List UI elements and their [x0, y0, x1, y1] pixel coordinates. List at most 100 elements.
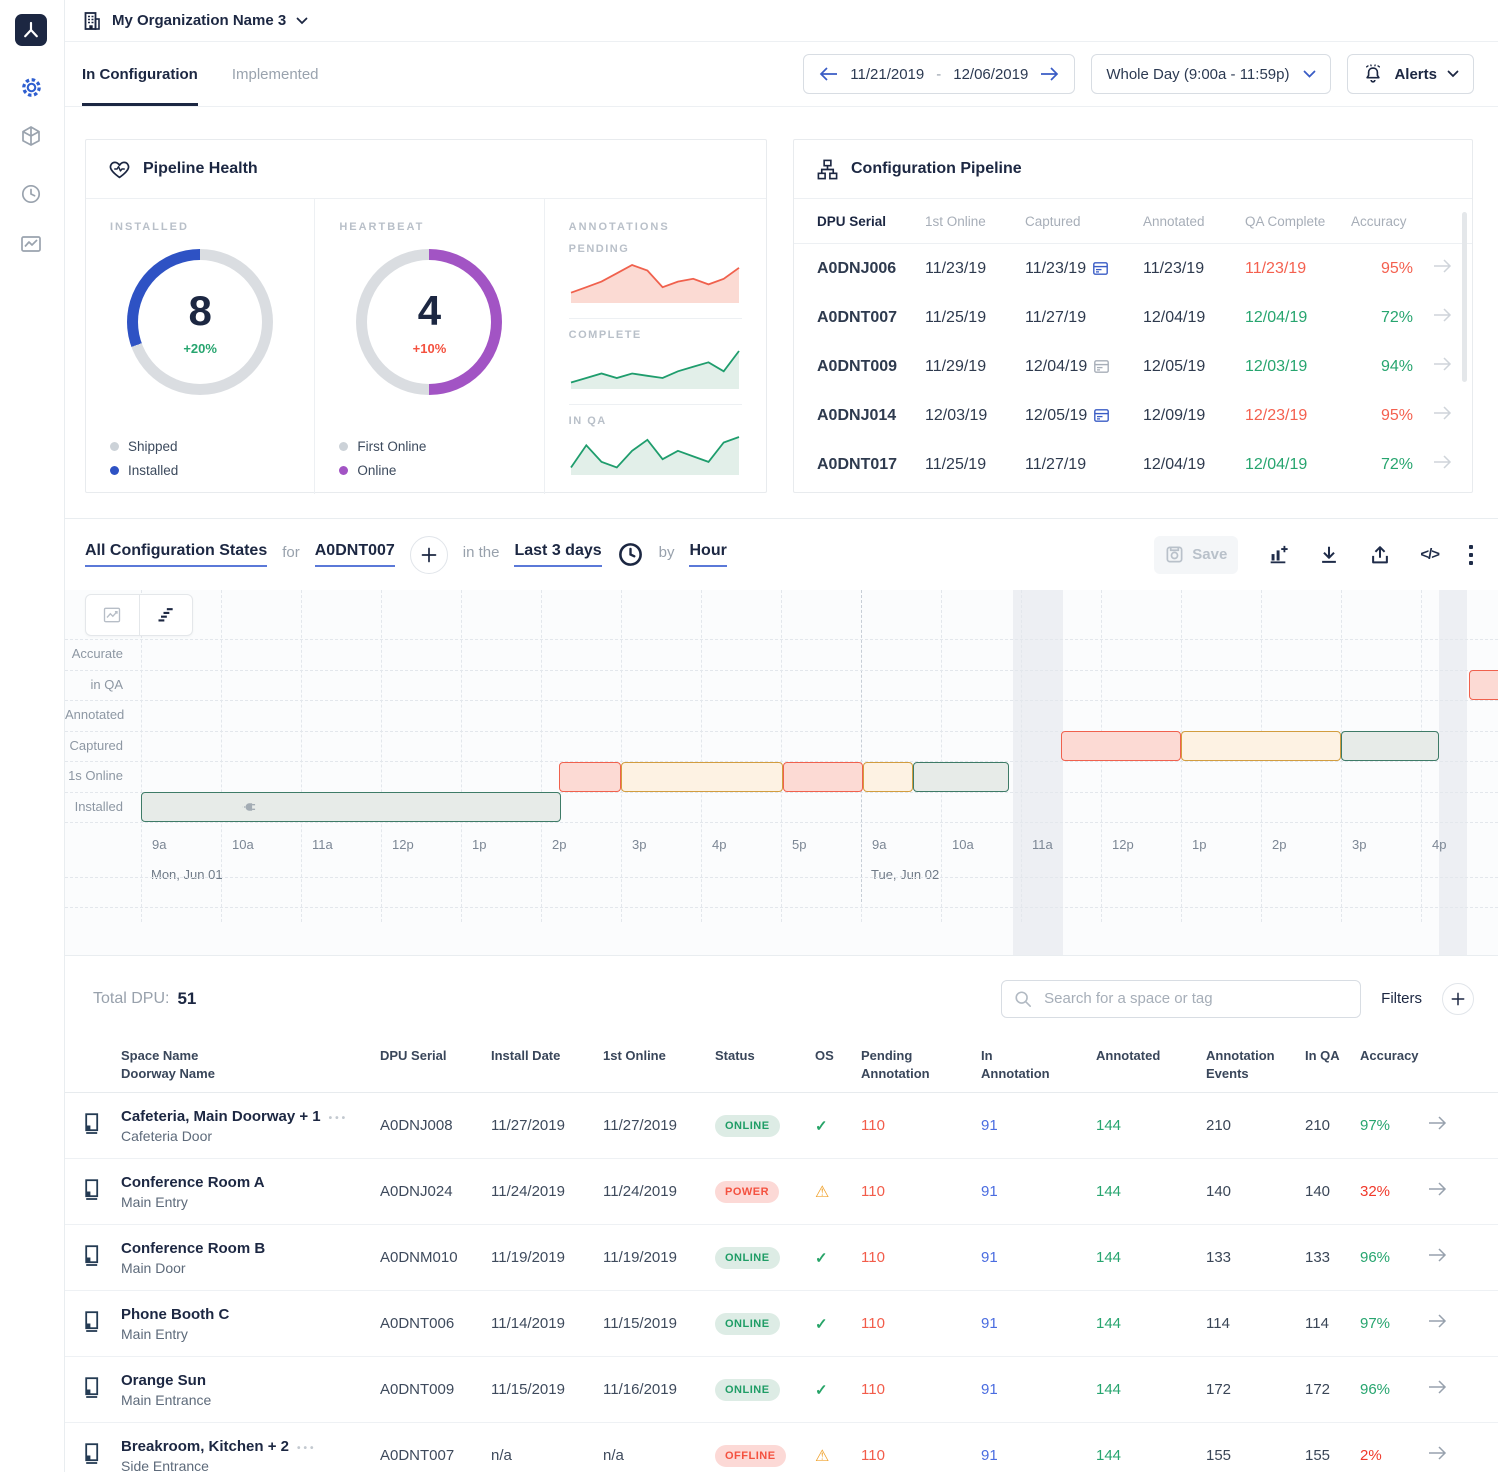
more-options-button[interactable]	[1468, 544, 1474, 566]
space-cell: Conference Room A Main Entry	[121, 1174, 380, 1210]
row-detail-arrow[interactable]	[1428, 1116, 1477, 1135]
timeline-bar[interactable]	[913, 761, 1009, 792]
sidebar-item-analytics[interactable]	[16, 229, 46, 259]
tab-implemented[interactable]: Implemented	[231, 65, 319, 83]
day-filter-dropdown[interactable]: Whole Day (9:00a - 11:59p)	[1091, 54, 1332, 94]
pipeline-row-arrow[interactable]	[1413, 357, 1453, 376]
org-name[interactable]: My Organization Name 3	[112, 12, 287, 29]
chevron-down-icon[interactable]	[296, 17, 308, 25]
save-button[interactable]: Save	[1154, 535, 1239, 574]
in-annotation-count[interactable]: 91	[981, 1249, 998, 1266]
more-indicator[interactable]: •••	[328, 1112, 349, 1124]
grid-line	[65, 730, 1498, 732]
pipeline-captured: 11/27/19	[1025, 455, 1087, 473]
upload-button[interactable]	[1369, 544, 1391, 566]
legend-item: First Online	[339, 439, 426, 454]
pipeline-row[interactable]: A0DNT009 11/29/19 12/04/19 12/05/19 12/03/19…	[794, 342, 1472, 391]
dpu-column-header: In QA	[1305, 1048, 1340, 1063]
tab-in-configuration[interactable]: In Configuration	[82, 42, 198, 106]
device-selector[interactable]: A0DNT007	[314, 542, 395, 567]
interval-selector[interactable]: Hour	[689, 542, 727, 567]
clock-icon[interactable]	[617, 541, 644, 568]
timeline-bar[interactable]	[141, 792, 561, 822]
pending-annotation-count[interactable]: 110	[861, 1117, 885, 1134]
dpu-summary-row: Total DPU: 51 Filters	[65, 956, 1498, 1041]
timeline-bar[interactable]	[1181, 731, 1341, 761]
code-button[interactable]: </>	[1420, 546, 1440, 563]
table-row[interactable]: Phone Booth C Main Entry A0DNT006 11/14/201…	[65, 1291, 1498, 1357]
date-start[interactable]: 11/21/2019	[850, 65, 925, 83]
pipeline-row-arrow[interactable]	[1413, 259, 1453, 278]
add-chart-button[interactable]	[1267, 544, 1289, 566]
in-annotation-count[interactable]: 91	[981, 1447, 998, 1464]
pipeline-row[interactable]: A0DNJ014 12/03/19 12/05/19 12/09/19 12/23/19…	[794, 391, 1472, 440]
in-annotation-count[interactable]: 91	[981, 1117, 998, 1134]
annotated-count[interactable]: 144	[1096, 1249, 1122, 1266]
pipeline-row-arrow[interactable]	[1413, 455, 1453, 474]
row-detail-arrow[interactable]	[1428, 1248, 1477, 1267]
arrow-left-icon[interactable]	[818, 67, 838, 81]
app-logo[interactable]	[15, 14, 47, 46]
plus-icon	[1451, 992, 1465, 1005]
timeline-bar[interactable]	[1469, 670, 1498, 700]
in-annotation-count[interactable]: 91	[981, 1381, 998, 1398]
pending-annotation-count[interactable]: 110	[861, 1315, 885, 1332]
scrollbar[interactable]	[1462, 212, 1467, 382]
pipeline-row-arrow[interactable]	[1413, 406, 1453, 425]
doorway-icon	[85, 1376, 99, 1398]
row-detail-arrow[interactable]	[1428, 1182, 1477, 1201]
add-filter-button[interactable]	[1442, 982, 1474, 1015]
first-online-date: 11/24/2019	[603, 1183, 677, 1200]
timeline-bar[interactable]	[863, 761, 913, 792]
table-row[interactable]: Orange Sun Main Entrance A0DNT009 11/15/201…	[65, 1357, 1498, 1423]
in-annotation-count[interactable]: 91	[981, 1315, 998, 1332]
timeline-bar[interactable]	[621, 761, 784, 792]
pipeline-row[interactable]: A0DNT017 11/25/19 11/27/19 12/04/19 12/04/19…	[794, 440, 1472, 489]
pending-annotation-count[interactable]: 110	[861, 1381, 885, 1398]
alerts-dropdown[interactable]: Alerts	[1347, 54, 1474, 94]
pipeline-row[interactable]: A0DNT007 11/25/19 11/27/19 12/04/19 12/04/19…	[794, 293, 1472, 342]
table-row[interactable]: Conference Room B Main Door A0DNM010 11/19/…	[65, 1225, 1498, 1291]
table-row[interactable]: Breakroom, Kitchen + 2 ••• Side Entrance A0…	[65, 1423, 1498, 1472]
metric-selector[interactable]: All Configuration States	[85, 542, 268, 567]
row-detail-arrow[interactable]	[1428, 1446, 1477, 1465]
annotated-count[interactable]: 144	[1096, 1315, 1122, 1332]
gantt-chart-icon	[158, 608, 173, 622]
pending-annotation-count[interactable]: 110	[861, 1249, 885, 1266]
status-badge: ONLINE	[715, 1246, 780, 1269]
in-annotation-count[interactable]: 91	[981, 1183, 998, 1200]
in-qa-count: 155	[1305, 1447, 1331, 1464]
download-button[interactable]	[1318, 544, 1340, 566]
add-device-button[interactable]	[409, 535, 448, 574]
pipeline-row[interactable]: A0DNJ006 11/23/19 11/23/19 11/23/19 11/23/19…	[794, 244, 1472, 293]
date-end[interactable]: 12/06/2019	[953, 65, 1029, 83]
pipeline-row-arrow[interactable]	[1413, 308, 1453, 327]
row-detail-arrow[interactable]	[1428, 1314, 1477, 1333]
gantt-chart-toggle[interactable]	[140, 595, 193, 635]
timeline-bar[interactable]	[1341, 731, 1439, 761]
more-indicator[interactable]: •••	[296, 1442, 317, 1454]
search-input[interactable]	[1042, 989, 1349, 1008]
sidebar-item-history[interactable]	[16, 179, 46, 209]
sidebar-item-spaces[interactable]	[16, 121, 46, 151]
annotated-count[interactable]: 144	[1096, 1117, 1122, 1134]
sidebar-item-settings[interactable]	[16, 72, 46, 102]
timeline-bar[interactable]	[1061, 731, 1181, 761]
timeline-bar[interactable]	[558, 761, 621, 792]
annotated-count[interactable]: 144	[1096, 1447, 1122, 1464]
pending-annotation-count[interactable]: 110	[861, 1183, 885, 1200]
table-row[interactable]: Conference Room A Main Entry A0DNJ024 11/24…	[65, 1159, 1498, 1225]
query-phrase: All Configuration States for A0DNT007 in…	[85, 535, 727, 574]
table-row[interactable]: Cafeteria, Main Doorway + 1 ••• Cafeteria …	[65, 1093, 1498, 1159]
annotated-count[interactable]: 144	[1096, 1183, 1122, 1200]
grid-line	[1021, 590, 1022, 922]
pending-annotation-count[interactable]: 110	[861, 1447, 885, 1464]
day-filter-value: Whole Day (9:00a - 11:59p)	[1106, 65, 1290, 83]
range-selector[interactable]: Last 3 days	[514, 542, 602, 567]
arrow-right-icon[interactable]	[1040, 67, 1060, 81]
dpu-column-header: Annotation Events	[1206, 1048, 1275, 1081]
row-detail-arrow[interactable]	[1428, 1380, 1477, 1399]
annotated-count[interactable]: 144	[1096, 1381, 1122, 1398]
line-chart-toggle[interactable]	[86, 595, 140, 635]
timeline-bar[interactable]	[783, 761, 864, 792]
